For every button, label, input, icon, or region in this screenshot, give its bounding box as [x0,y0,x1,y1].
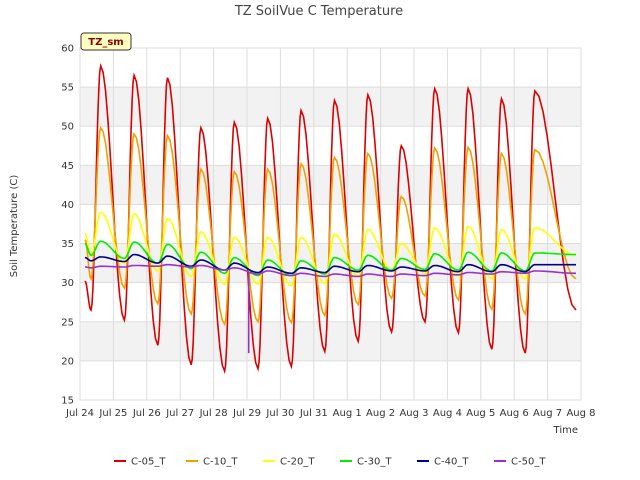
x-axis: Jul 24 Jul 25 Jul 26 Jul 27 Jul 28 Jul 29 Jul … [65,408,596,419]
legend-label: C-20_T [280,457,315,468]
grid-band [80,321,581,361]
y-tick-label: 25 [61,317,74,328]
x-tick-label: Jul 28 [199,408,228,419]
chart-title: TZ SoilVue C Temperature [234,4,403,19]
x-tick-label: Aug 2 [366,408,395,419]
x-tick-label: Jul 30 [265,408,294,419]
legend-label: C-30_T [357,457,392,468]
legend-item: C-50_T [494,457,546,468]
x-tick-label: Jul 27 [165,408,194,419]
y-tick-label: 35 [61,239,74,250]
badge-label: TZ_sm [88,37,123,48]
y-tick-label: 45 [61,161,74,172]
y-tick-label: 15 [61,396,74,407]
plot-area [79,47,582,401]
x-tick-label: Aug 5 [466,408,495,419]
legend-label: C-40_T [434,457,469,468]
series-line-c-50-t [85,263,577,354]
y-axis: 15 20 25 30 35 40 45 50 55 60 [61,44,74,407]
x-tick-label: Aug 4 [433,408,462,419]
series-line-c-40-t [84,253,576,275]
x-tick-label: Aug 3 [399,408,428,419]
y-axis-label: Soil Temperature (C) [9,175,20,278]
y-tick-label: 60 [61,44,74,55]
x-axis-label: Time [553,425,578,436]
legend-item: C-20_T [263,457,315,468]
y-tick-label: 50 [61,122,74,133]
legend-item: C-30_T [340,457,392,468]
y-tick-label: 20 [61,356,74,367]
x-tick-label: Jul 29 [232,408,261,419]
x-tick-label: Aug 8 [566,408,595,419]
legend-label: C-05_T [131,457,166,468]
legend-item: C-05_T [114,457,166,468]
x-tick-label: Jul 26 [132,408,161,419]
y-tick-label: 30 [61,278,74,289]
series-line-c-10-t [84,125,577,327]
y-tick-label: 55 [61,83,74,94]
legend-label: C-10_T [203,457,238,468]
legend-label: C-50_T [511,457,546,468]
badge-box [80,32,132,51]
x-tick-label: Aug 1 [333,408,362,419]
series-line-c-30-t [84,240,576,277]
legend-item: C-10_T [186,457,238,468]
x-tick-label: Aug 6 [500,408,529,419]
x-tick-label: Jul 24 [65,408,94,419]
x-tick-label: Aug 7 [533,408,562,419]
legend-item: C-40_T [417,457,469,468]
legend: C-05_T C-10_T C-20_T C-30_T C-40_T C-50_T [114,457,546,468]
badge: TZ_sm [80,32,132,51]
x-tick-label: Jul 31 [299,408,328,419]
x-tick-label: Jul 25 [98,408,127,419]
series-line-c-05-t [84,62,577,375]
y-tick-label: 40 [61,200,74,211]
series-layer [84,62,577,375]
grid-band [80,87,581,127]
